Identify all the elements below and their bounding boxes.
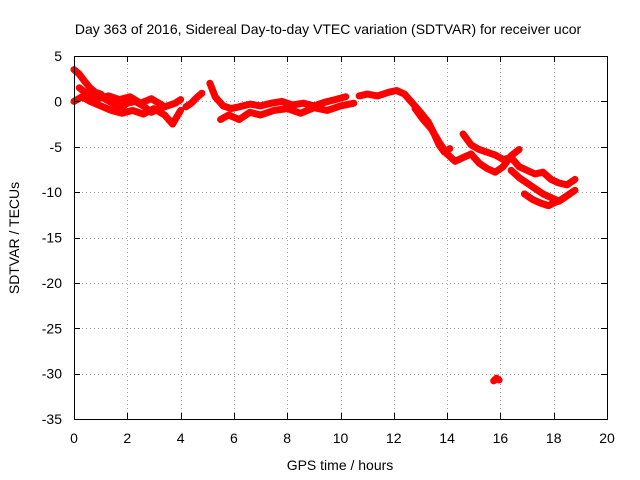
- y-tick-label: -5: [50, 139, 63, 155]
- axis-ticks: [74, 56, 608, 420]
- series-line-track-e: [206, 79, 350, 113]
- chart-title: Day 363 of 2016, Sidereal Day-to-day VTE…: [75, 21, 582, 37]
- series-line-track-i: [459, 130, 579, 189]
- y-tick-labels: 5 0 -5 -10 -15 -20 -25 -30 -35: [42, 48, 62, 427]
- y-tick-label: -20: [42, 275, 62, 291]
- x-tick-label: 6: [230, 430, 238, 446]
- x-tick-label: 0: [70, 430, 78, 446]
- x-tick-label: 8: [283, 430, 291, 446]
- series-line-track-f: [217, 99, 358, 123]
- x-tick-label: 2: [123, 430, 131, 446]
- y-tick-label: 0: [54, 93, 62, 109]
- data-series: [70, 66, 579, 385]
- x-tick-labels: 0 2 4 6 8 10 12 14 16 18 20: [70, 430, 615, 446]
- y-tick-label: -35: [42, 411, 62, 427]
- x-tick-label: 14: [439, 430, 455, 446]
- x-axis-label: GPS time / hours: [287, 457, 394, 473]
- x-tick-label: 20: [599, 430, 615, 446]
- series-line-track-h: [411, 105, 523, 176]
- x-tick-label: 16: [493, 430, 509, 446]
- x-tick-label: 4: [177, 430, 185, 446]
- series-line-track-k: [520, 190, 574, 210]
- x-tick-label: 12: [386, 430, 402, 446]
- y-tick-label: -30: [42, 366, 62, 382]
- x-tick-label: 10: [333, 430, 349, 446]
- series-line-track-l: [490, 374, 503, 385]
- y-tick-label: -10: [42, 184, 62, 200]
- y-tick-label: 5: [54, 48, 62, 64]
- y-tick-label: -15: [42, 230, 62, 246]
- series-line-track-c: [75, 84, 166, 109]
- x-tick-label: 18: [546, 430, 562, 446]
- series-line-track-b: [70, 93, 185, 128]
- y-axis-label: SDTVAR / TECUs: [6, 182, 22, 294]
- y-tick-label: -25: [42, 320, 62, 336]
- series-line-track-d: [182, 89, 206, 111]
